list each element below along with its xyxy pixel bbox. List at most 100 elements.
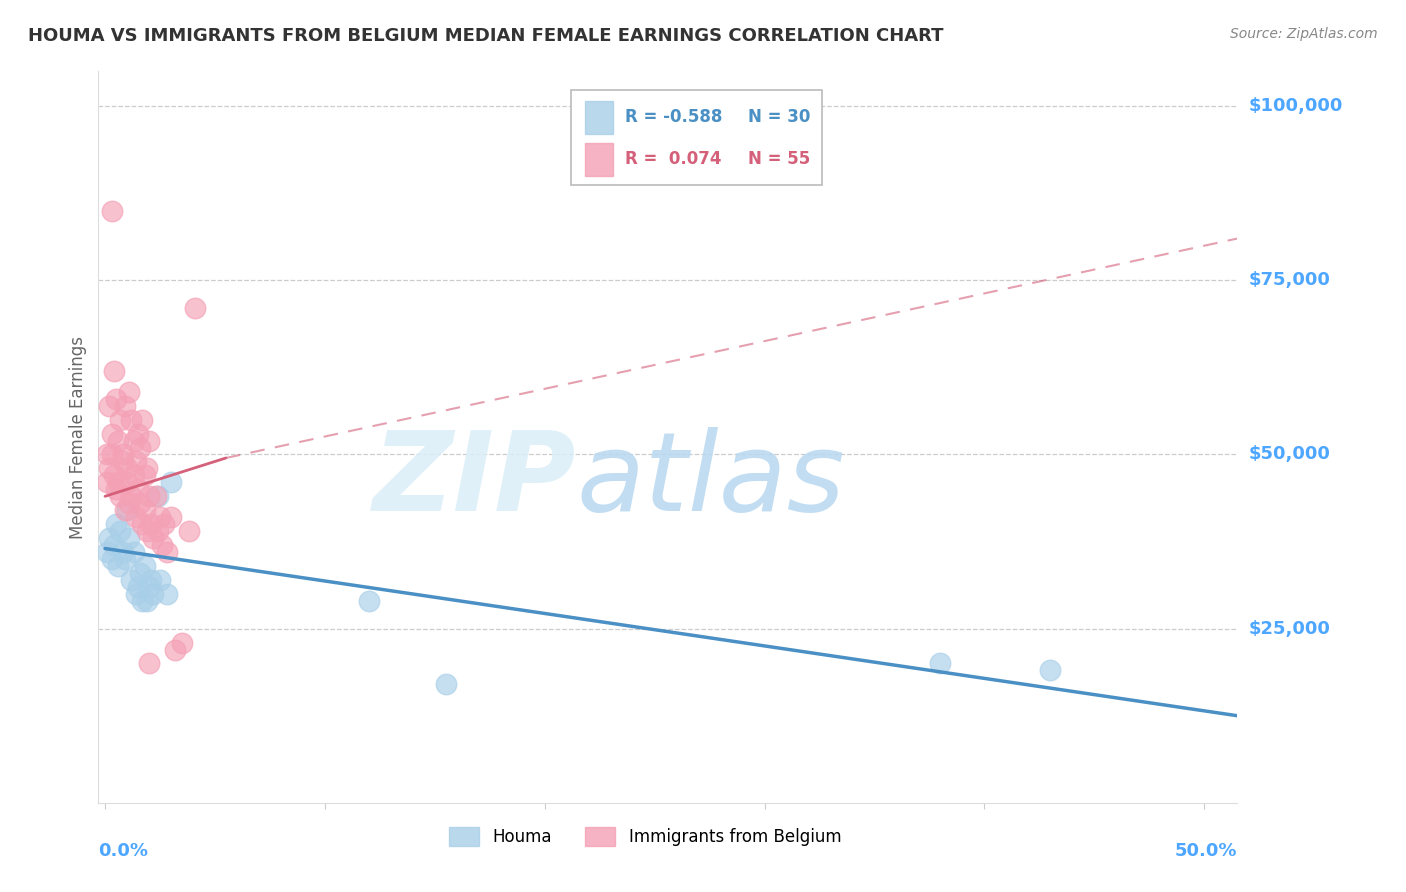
Point — [100, 448, 122, 462]
Point — [100, 552, 122, 566]
Point — [120, 412, 142, 426]
Point — [135, 461, 157, 475]
Point — [145, 489, 167, 503]
Point — [105, 517, 128, 532]
Point — [103, 364, 125, 378]
Y-axis label: Median Female Earnings: Median Female Earnings — [69, 335, 87, 539]
Bar — [585, 101, 613, 134]
Point — [141, 517, 163, 532]
Point — [127, 426, 149, 441]
Point — [149, 510, 172, 524]
Point — [96, 475, 118, 490]
Text: $100,000: $100,000 — [1249, 97, 1343, 115]
Point — [138, 489, 160, 503]
Point — [160, 475, 183, 490]
Point — [111, 448, 134, 462]
Point — [96, 545, 118, 559]
Text: Source: ZipAtlas.com: Source: ZipAtlas.com — [1230, 27, 1378, 41]
Point — [122, 468, 145, 483]
Point — [153, 517, 176, 532]
Point — [141, 573, 163, 587]
Point — [114, 552, 136, 566]
Text: R = -0.588: R = -0.588 — [624, 108, 721, 126]
Point — [138, 434, 160, 448]
Text: atlas: atlas — [576, 427, 845, 534]
Point — [125, 587, 148, 601]
Point — [107, 558, 129, 573]
Point — [118, 531, 141, 545]
Point — [103, 468, 125, 483]
Text: $50,000: $50,000 — [1249, 445, 1330, 464]
Point — [96, 448, 118, 462]
Text: $75,000: $75,000 — [1249, 271, 1330, 289]
Text: ZIP: ZIP — [373, 427, 576, 534]
Point — [357, 594, 380, 608]
Point — [142, 587, 165, 601]
Text: N = 55: N = 55 — [748, 150, 810, 168]
Point — [111, 545, 134, 559]
Point — [127, 580, 149, 594]
Point — [110, 489, 132, 503]
Point — [155, 587, 177, 601]
Point — [114, 399, 136, 413]
Point — [131, 412, 153, 426]
Point — [150, 538, 173, 552]
Point — [125, 454, 148, 468]
Point — [122, 434, 145, 448]
Point — [107, 434, 129, 448]
Point — [434, 677, 457, 691]
Point — [184, 301, 207, 316]
Point — [105, 483, 128, 497]
Point — [125, 510, 148, 524]
Text: 0.0%: 0.0% — [98, 842, 149, 860]
Point — [142, 531, 165, 545]
Point — [134, 503, 156, 517]
Point — [129, 566, 152, 580]
Text: 50.0%: 50.0% — [1175, 842, 1237, 860]
Point — [131, 594, 153, 608]
Point — [149, 573, 172, 587]
Text: HOUMA VS IMMIGRANTS FROM BELGIUM MEDIAN FEMALE EARNINGS CORRELATION CHART: HOUMA VS IMMIGRANTS FROM BELGIUM MEDIAN … — [28, 27, 943, 45]
Point — [118, 496, 141, 510]
Point — [111, 454, 134, 468]
Point — [105, 392, 128, 406]
Point — [134, 468, 156, 483]
Point — [129, 496, 152, 510]
Point — [100, 426, 122, 441]
Point — [146, 489, 169, 503]
Legend: Houma, Immigrants from Belgium: Houma, Immigrants from Belgium — [443, 821, 848, 853]
Point — [98, 531, 121, 545]
Point — [98, 399, 121, 413]
Point — [115, 503, 138, 517]
Point — [107, 475, 129, 490]
Point — [120, 573, 142, 587]
Point — [118, 384, 141, 399]
Point — [110, 412, 132, 426]
Point — [155, 545, 177, 559]
Point — [110, 524, 132, 538]
Point — [115, 475, 138, 490]
Point — [165, 642, 187, 657]
Point — [114, 503, 136, 517]
Point — [135, 524, 157, 538]
Point — [135, 594, 157, 608]
Text: N = 30: N = 30 — [748, 108, 810, 126]
Point — [160, 510, 183, 524]
Point — [127, 483, 149, 497]
Point — [1039, 664, 1062, 678]
Point — [146, 524, 169, 538]
Point — [103, 538, 125, 552]
Point — [131, 517, 153, 532]
Point — [120, 489, 142, 503]
Point — [138, 580, 160, 594]
Point — [177, 524, 200, 538]
Bar — [585, 143, 613, 176]
Point — [129, 441, 152, 455]
Point — [170, 635, 193, 649]
Point — [100, 203, 122, 218]
Point — [122, 545, 145, 559]
Point — [115, 461, 138, 475]
Point — [138, 657, 160, 671]
Point — [929, 657, 952, 671]
Text: R =  0.074: R = 0.074 — [624, 150, 721, 168]
